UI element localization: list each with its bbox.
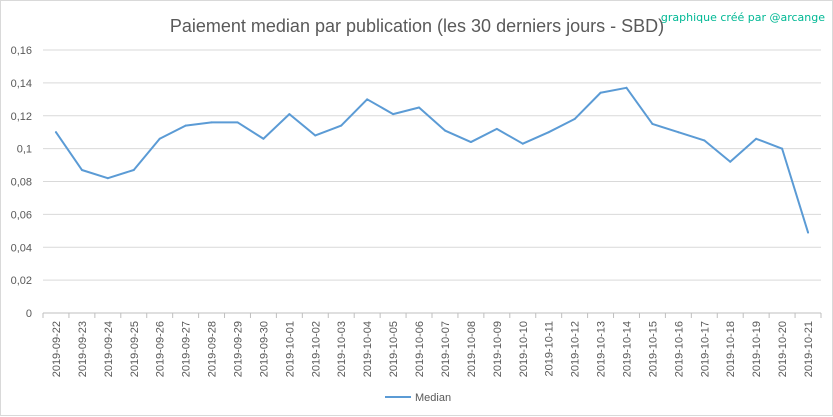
data-point — [625, 86, 628, 89]
data-point — [495, 127, 498, 130]
data-point — [547, 131, 550, 134]
x-tick-label: 2019-10-01 — [284, 321, 296, 377]
data-point — [184, 124, 187, 127]
gridlines — [43, 49, 821, 314]
x-tick-label: 2019-10-16 — [673, 321, 685, 377]
data-point — [729, 160, 732, 163]
data-point — [132, 168, 135, 171]
data-point — [418, 106, 421, 109]
y-tick-label: 0,1 — [17, 144, 32, 156]
data-point — [210, 121, 213, 124]
x-tick-label: 2019-10-09 — [492, 321, 504, 377]
x-tick-label: 2019-09-25 — [129, 321, 141, 377]
chart-credit: graphique créé par @arcange — [661, 11, 825, 24]
data-point — [106, 177, 109, 180]
x-tick-label: 2019-10-10 — [518, 321, 530, 377]
x-tick-label: 2019-10-18 — [725, 321, 737, 377]
x-tick-label: 2019-10-05 — [388, 321, 400, 377]
x-tick-label: 2019-09-24 — [103, 321, 115, 377]
series-line-median — [54, 86, 810, 234]
x-tick-label: 2019-10-11 — [544, 321, 556, 376]
data-point — [651, 122, 654, 125]
data-point — [703, 139, 706, 142]
x-axis-ticks: 2019-09-22 2019-09-23 2019-09-24 2019-09-25… — [42, 313, 822, 377]
x-tick-label: 2019-10-03 — [336, 321, 348, 377]
data-point — [677, 131, 680, 134]
y-tick-label: 0,02 — [11, 275, 32, 287]
x-tick-label: 2019-10-19 — [751, 321, 763, 377]
legend-label-median: Median — [415, 392, 451, 404]
x-tick-label: 2019-10-08 — [466, 321, 478, 377]
data-point — [781, 147, 784, 150]
x-tick-label: 2019-10-17 — [699, 321, 711, 377]
data-point — [755, 137, 758, 140]
data-point — [807, 231, 810, 234]
x-tick-label: 2019-10-12 — [570, 321, 582, 377]
data-point — [340, 124, 343, 127]
x-tick-label: 2019-10-02 — [310, 321, 322, 377]
x-tick-label: 2019-10-14 — [622, 321, 634, 377]
data-point — [80, 168, 83, 171]
data-point — [599, 91, 602, 94]
x-tick-label: 2019-10-20 — [777, 321, 789, 377]
y-tick-label: 0,06 — [11, 209, 32, 221]
data-point — [392, 113, 395, 116]
x-tick-label: 2019-09-28 — [207, 321, 219, 377]
x-tick-label: 2019-09-27 — [181, 321, 193, 377]
data-point — [469, 141, 472, 144]
data-point — [521, 142, 524, 145]
y-tick-label: 0,16 — [11, 45, 32, 57]
x-tick-label: 2019-10-15 — [647, 321, 659, 377]
y-tick-label: 0,12 — [11, 111, 32, 123]
x-tick-label: 2019-10-06 — [414, 321, 426, 377]
data-point — [443, 129, 446, 132]
x-tick-label: 2019-10-21 — [803, 321, 815, 377]
data-point — [54, 131, 57, 134]
data-point — [288, 113, 291, 116]
data-point — [158, 137, 161, 140]
x-tick-label: 2019-09-26 — [155, 321, 167, 377]
y-tick-label: 0,04 — [11, 242, 32, 254]
y-tick-label: 0 — [26, 308, 32, 320]
y-axis-ticks: 0 0,02 0,04 0,06 0,08 0,1 0,12 0,14 0,16 — [11, 45, 32, 320]
x-tick-label: 2019-09-30 — [258, 321, 270, 377]
x-tick-label: 2019-10-07 — [440, 321, 452, 377]
data-point — [262, 137, 265, 140]
data-point — [366, 98, 369, 101]
series-layer — [54, 86, 810, 234]
legend: Median — [385, 392, 451, 404]
data-point — [573, 118, 576, 121]
x-tick-label: 2019-09-23 — [77, 321, 89, 377]
y-tick-label: 0,14 — [11, 78, 32, 90]
x-tick-label: 2019-10-04 — [362, 321, 374, 377]
data-point — [314, 134, 317, 137]
x-tick-label: 2019-09-22 — [51, 321, 63, 377]
data-point — [236, 121, 239, 124]
chart-title: Paiement median par publication (les 30 … — [170, 16, 664, 36]
x-tick-label: 2019-10-13 — [596, 321, 608, 377]
x-tick-label: 2019-09-29 — [233, 321, 245, 377]
y-tick-label: 0,08 — [11, 177, 32, 189]
